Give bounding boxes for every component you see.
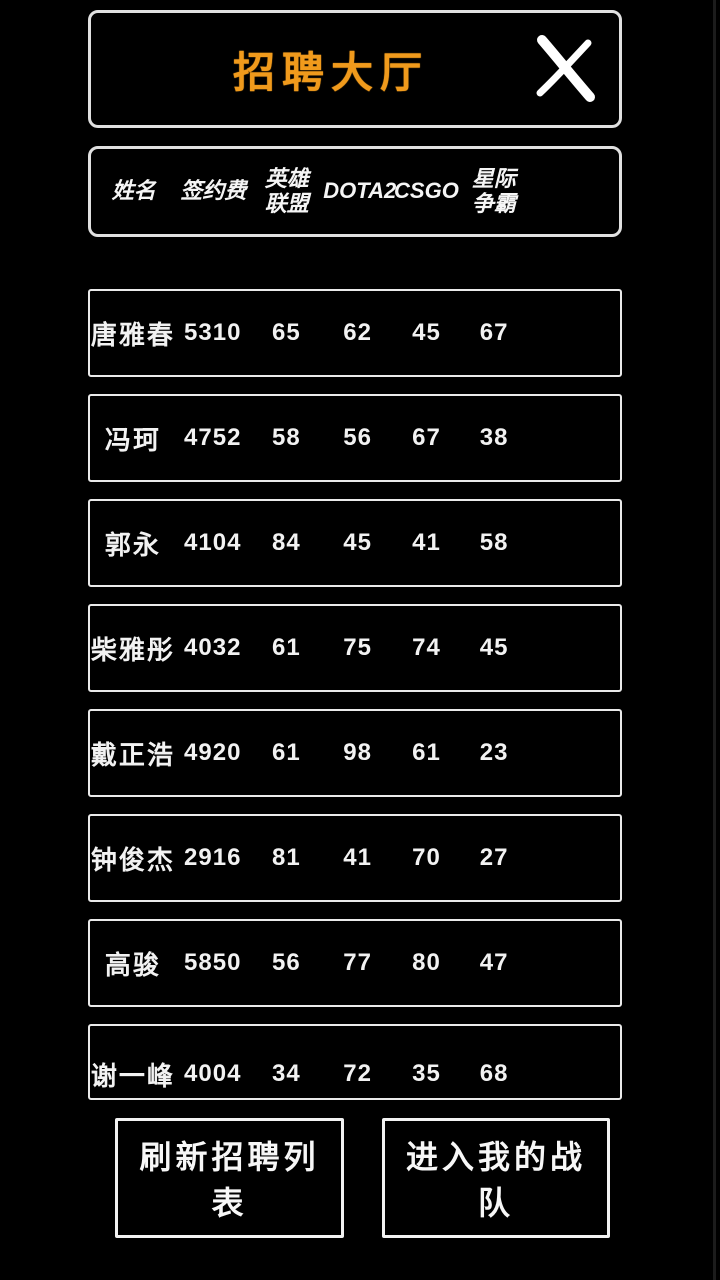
enter-my-team-button[interactable]: 进入我的战队 xyxy=(382,1118,610,1238)
recruit-row[interactable]: 高骏 5850 56 77 80 47 xyxy=(88,919,622,1007)
starcraft-rating: 38 xyxy=(479,424,509,451)
recruit-row[interactable]: 谢一峰 4004 34 72 35 68 xyxy=(88,1024,622,1100)
player-name: 冯珂 xyxy=(104,424,161,455)
lol-rating: 61 xyxy=(272,739,301,766)
player-name: 柴雅彤 xyxy=(90,634,175,665)
recruit-row[interactable]: 戴正浩 4920 61 98 61 23 xyxy=(88,709,622,797)
signing-fee: 4104 xyxy=(184,529,242,556)
recruit-list: 唐雅春 5310 65 62 45 67 冯珂 4752 58 56 67 38… xyxy=(88,289,622,1100)
starcraft-rating: 68 xyxy=(479,1060,509,1087)
signing-fee: 5850 xyxy=(184,949,242,976)
column-header-csgo: CSGO xyxy=(394,178,459,204)
csgo-rating: 70 xyxy=(412,844,441,871)
lol-rating: 58 xyxy=(272,424,301,451)
player-name: 郭永 xyxy=(104,529,161,560)
csgo-rating: 35 xyxy=(412,1060,441,1087)
player-name: 钟俊杰 xyxy=(90,844,175,875)
column-header-fee: 签约费 xyxy=(180,178,247,204)
lol-rating: 61 xyxy=(272,634,301,661)
lol-rating: 84 xyxy=(272,529,301,556)
dota2-rating: 72 xyxy=(343,1060,372,1087)
screen-edge-line xyxy=(713,0,716,1280)
csgo-rating: 74 xyxy=(412,634,441,661)
recruit-row[interactable]: 柴雅彤 4032 61 75 74 45 xyxy=(88,604,622,692)
column-header-starcraft: 星际 争霸 xyxy=(471,165,516,216)
starcraft-rating: 58 xyxy=(479,529,509,556)
dota2-rating: 56 xyxy=(343,424,372,451)
lol-rating: 65 xyxy=(272,319,301,346)
signing-fee: 4032 xyxy=(184,634,242,661)
lol-rating: 81 xyxy=(272,844,301,871)
signing-fee: 4752 xyxy=(184,424,242,451)
action-bar: 刷新招聘列表 进入我的战队 xyxy=(0,1118,720,1238)
signing-fee: 4920 xyxy=(184,739,242,766)
csgo-rating: 80 xyxy=(412,949,441,976)
csgo-rating: 67 xyxy=(412,424,441,451)
title-panel: 招聘大厅 xyxy=(88,10,622,128)
dota2-rating: 77 xyxy=(343,949,372,976)
dota2-rating: 75 xyxy=(343,634,372,661)
dota2-rating: 45 xyxy=(343,529,372,556)
player-name: 高骏 xyxy=(104,949,161,980)
signing-fee: 2916 xyxy=(184,844,242,871)
dota2-rating: 98 xyxy=(343,739,372,766)
column-header-name: 姓名 xyxy=(111,178,156,204)
lol-rating: 34 xyxy=(272,1060,301,1087)
player-name: 唐雅春 xyxy=(90,319,175,350)
page-title: 招聘大厅 xyxy=(232,48,429,96)
starcraft-rating: 45 xyxy=(479,634,509,661)
player-name: 戴正浩 xyxy=(90,739,175,770)
recruit-row[interactable]: 钟俊杰 2916 81 41 70 27 xyxy=(88,814,622,902)
dota2-rating: 62 xyxy=(343,319,372,346)
csgo-rating: 61 xyxy=(412,739,441,766)
signing-fee: 4004 xyxy=(184,1060,242,1087)
refresh-list-button[interactable]: 刷新招聘列表 xyxy=(115,1118,344,1238)
csgo-rating: 41 xyxy=(412,529,441,556)
starcraft-rating: 47 xyxy=(479,949,509,976)
dota2-rating: 41 xyxy=(343,844,372,871)
close-icon xyxy=(527,31,603,107)
lol-rating: 56 xyxy=(272,949,301,976)
column-header-lol: 英雄 联盟 xyxy=(264,165,309,216)
recruit-row[interactable]: 唐雅春 5310 65 62 45 67 xyxy=(88,289,622,377)
starcraft-rating: 67 xyxy=(479,319,509,346)
player-name: 谢一峰 xyxy=(90,1060,175,1091)
signing-fee: 5310 xyxy=(184,319,242,346)
starcraft-rating: 27 xyxy=(479,844,509,871)
csgo-rating: 45 xyxy=(412,319,441,346)
table-header-panel: 姓名 签约费 英雄 联盟 DOTA2 CSGO 星际 争霸 xyxy=(88,146,622,237)
recruit-row[interactable]: 郭永 4104 84 45 41 58 xyxy=(88,499,622,587)
close-button[interactable] xyxy=(523,27,607,111)
column-header-dota2: DOTA2 xyxy=(323,178,397,204)
recruit-row[interactable]: 冯珂 4752 58 56 67 38 xyxy=(88,394,622,482)
starcraft-rating: 23 xyxy=(479,739,509,766)
